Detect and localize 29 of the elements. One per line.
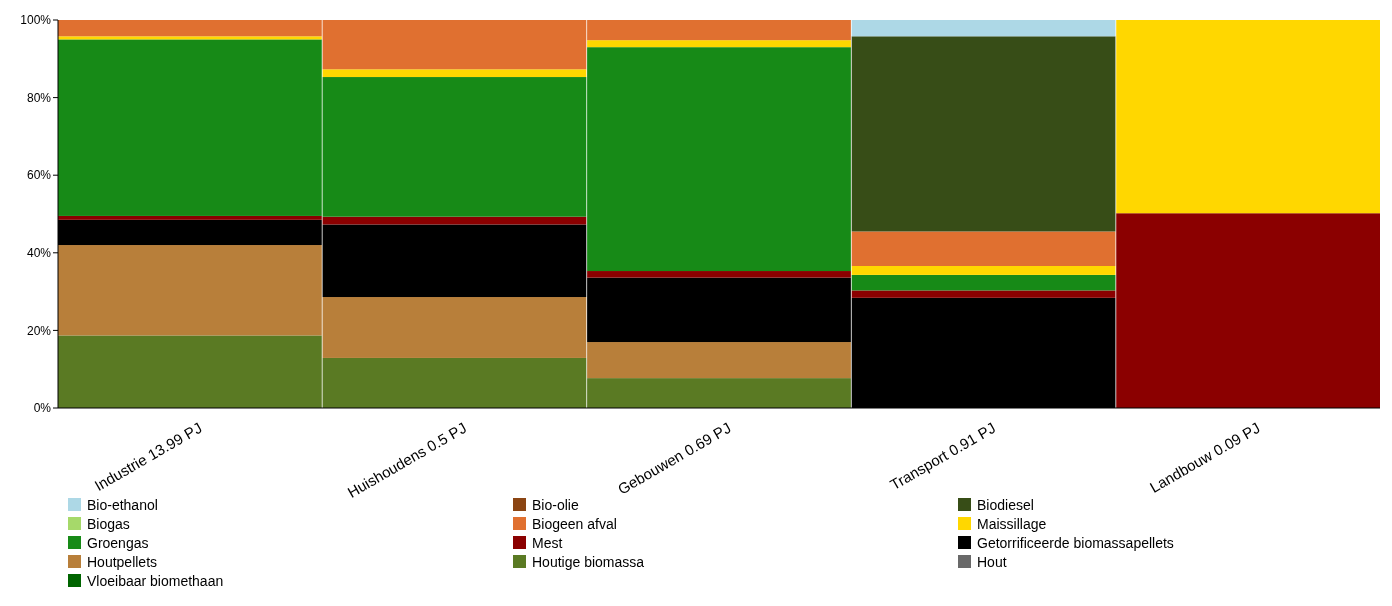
legend-label: Vloeibaar biomethaan [87,572,224,589]
y-tick-label: 100% [20,13,52,28]
legend-label: Getorrificeerde biomassapellets [977,534,1174,551]
bar [851,231,1116,266]
legend-label: Groengas [87,534,149,551]
bar [1116,20,1380,214]
y-tick-label: 60% [26,168,52,183]
legend-label: Biogeen afval [532,515,617,532]
bar [851,36,1116,232]
legend-label: Bio-olie [532,496,579,513]
y-tick-label: 20% [26,323,52,338]
legend-label: Biogas [87,515,130,532]
bar [851,265,1116,275]
bar [851,20,1116,37]
legend-label: Hout [977,553,1007,570]
legend-label: Maissillage [977,515,1047,532]
bar [58,36,322,40]
legend-label: Houtpellets [87,553,158,570]
legend-label: Houtige biomassa [532,553,645,570]
legend-label: Biodiesel [977,496,1034,513]
legend-label: Bio-ethanol [87,496,158,513]
legend-label: Mest [532,534,563,551]
bar [587,271,851,278]
y-tick-label: 80% [26,90,52,105]
bar [587,40,851,48]
y-tick-label: 0% [33,401,52,416]
bar [851,274,1116,291]
bar [322,69,587,78]
y-tick-label: 40% [26,246,52,260]
